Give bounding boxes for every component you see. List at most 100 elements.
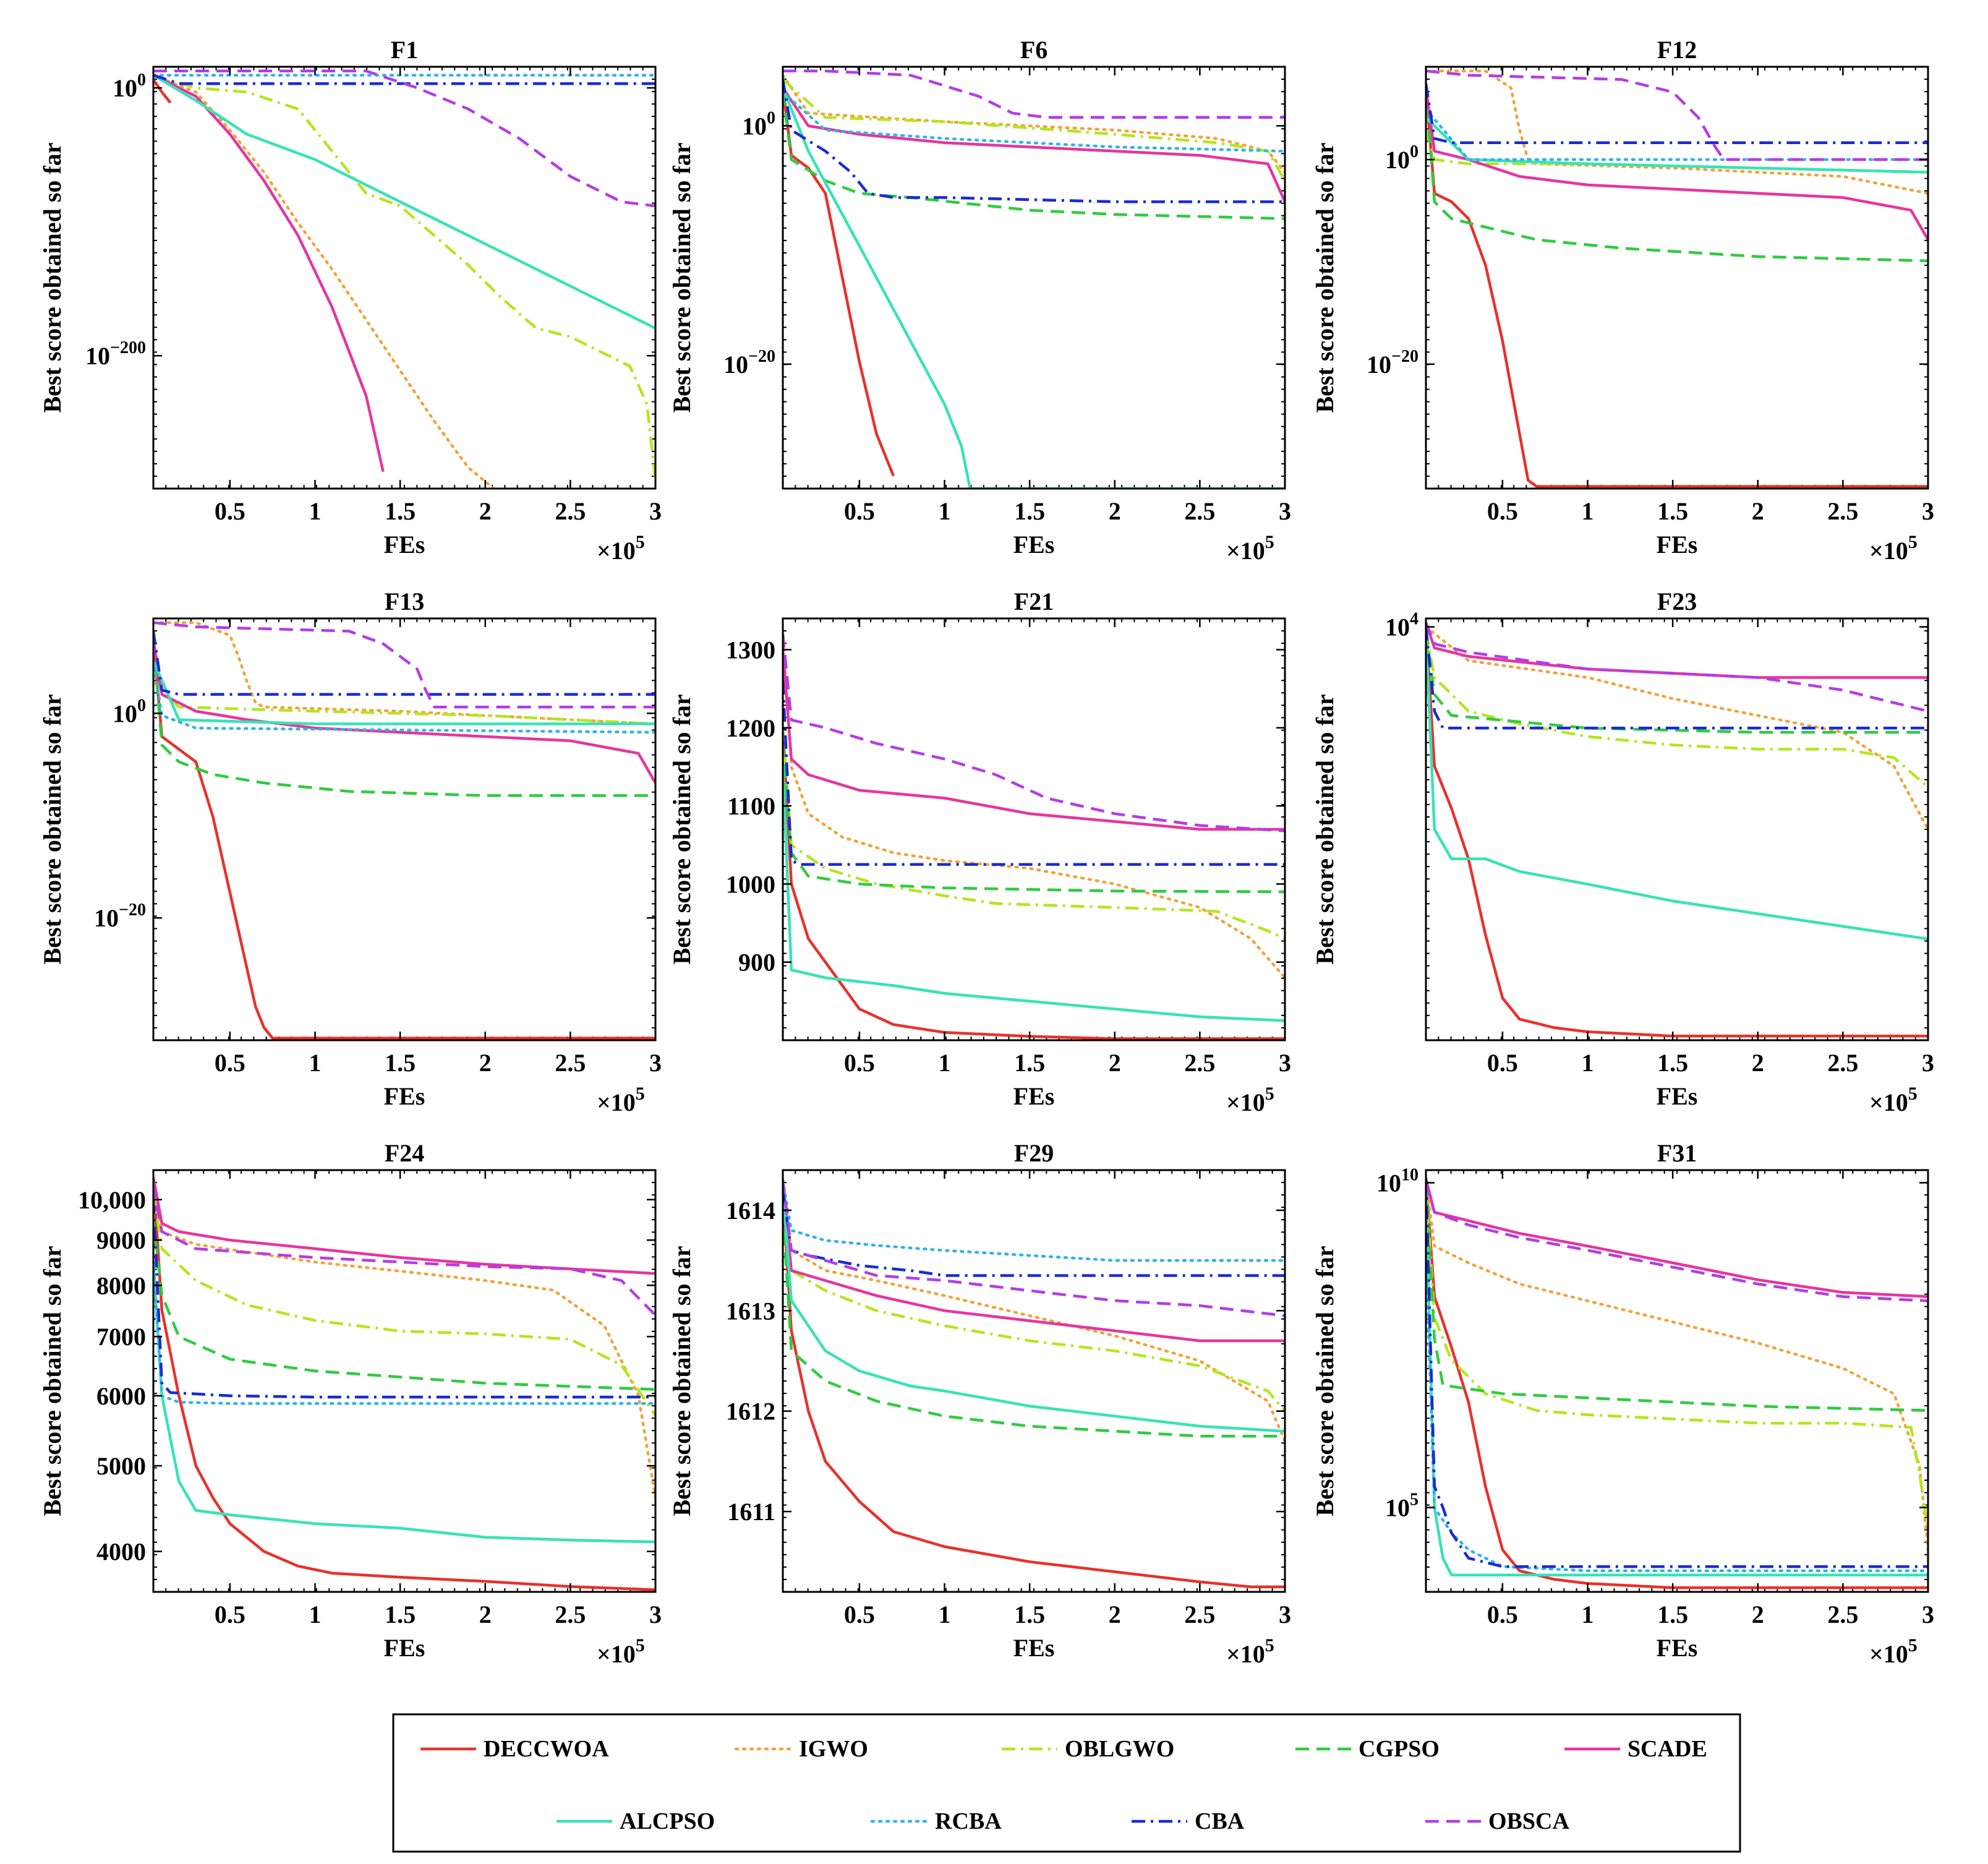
series-line-igwo <box>783 1178 1285 1443</box>
series-group <box>153 69 655 489</box>
x-multiplier-exponent: 5 <box>1908 1635 1918 1656</box>
series-group <box>783 633 1285 1040</box>
series-line-obsca <box>153 69 655 208</box>
x-tick-label: 2.5 <box>555 1049 586 1077</box>
series-line-rcba <box>1426 1253 1928 1573</box>
x-tick-label: 0.5 <box>215 1049 245 1077</box>
x-tick-label: 2 <box>1752 1601 1764 1628</box>
x-axis-label: FEs <box>1657 1082 1698 1110</box>
series-line-obsca <box>1426 622 1928 713</box>
x-multiplier: ×105 <box>597 532 645 565</box>
series-line-rcba <box>783 1178 1285 1262</box>
x-tick-label: 3 <box>1922 497 1934 525</box>
legend-item-deccwoa: DECCWOA <box>420 1736 609 1762</box>
panel-title: F6 <box>1020 36 1047 64</box>
panel-title: F23 <box>1657 588 1697 615</box>
series-line-alcpso <box>783 766 1285 1022</box>
series-line-oblgwo <box>153 74 655 481</box>
x-tick-label: 1.5 <box>1657 1601 1688 1628</box>
series-line-igwo <box>783 633 1285 980</box>
panel-title: F1 <box>391 36 418 64</box>
x-tick-label: 2.5 <box>1827 1601 1858 1628</box>
legend-label: OBLGWO <box>1065 1736 1174 1762</box>
x-tick-label: 3 <box>649 497 662 525</box>
y-tick-label: 100 <box>113 71 146 102</box>
x-multiplier: ×105 <box>1226 1084 1274 1116</box>
y-tick-label: 5000 <box>96 1452 146 1480</box>
x-axis-label: FEs <box>1657 531 1698 558</box>
series-line-rcba <box>783 90 1285 153</box>
series-line-obsca <box>783 69 1285 119</box>
x-tick-label: 2 <box>1109 1049 1121 1077</box>
series-line-cba <box>783 79 1285 203</box>
x-tick-label: 1 <box>1581 1601 1593 1628</box>
legend-item-igwo: IGWO <box>734 1736 868 1762</box>
y-tick-label: 900 <box>738 949 775 977</box>
y-axis-label: Best score obtained so far <box>668 695 696 965</box>
x-tick-label: 2.5 <box>1184 1601 1215 1628</box>
y-tick-label: 1613 <box>726 1297 775 1325</box>
series-line-deccwoa <box>783 87 895 477</box>
series-line-deccwoa <box>1426 87 1928 488</box>
x-tick-label: 2 <box>1109 1601 1121 1628</box>
plot-area <box>1426 1170 1928 1592</box>
series-line-obsca <box>1426 69 1928 161</box>
x-tick-label: 0.5 <box>215 497 245 525</box>
y-axis-label: Best score obtained so far <box>668 1246 696 1516</box>
plot-area <box>783 1170 1285 1592</box>
x-axis-label: FEs <box>1013 1082 1055 1110</box>
y-tick-label: 8000 <box>96 1272 146 1299</box>
x-tick-label: 0.5 <box>1487 1601 1518 1628</box>
y-tick-label: 1300 <box>726 636 775 664</box>
legend-label: ALCPSO <box>620 1808 715 1834</box>
y-tick-label: 10−200 <box>85 338 146 370</box>
legend-label: CGPSO <box>1359 1736 1440 1762</box>
panel-title: F12 <box>1657 36 1697 64</box>
x-tick-label: 2.5 <box>1827 497 1858 525</box>
series-line-oblgwo <box>783 727 1285 940</box>
series-line-deccwoa <box>783 727 1285 1040</box>
series-line-oblgwo <box>153 1192 655 1416</box>
panel-f29: F29 0.5 1 1.5 2 2.5 3 FEs ×105 Best score obtaine… <box>668 1139 1291 1668</box>
series-line-scade <box>153 74 385 472</box>
x-tick-label: 2.5 <box>1184 497 1215 525</box>
panel-f12: F12 0.5 1 1.5 2 2.5 3 FEs ×105 Best score obtaine… <box>1311 36 1934 565</box>
series-line-obsca <box>153 621 655 709</box>
x-tick-label: 2 <box>1752 1049 1764 1077</box>
x-axis-label: FEs <box>384 1082 425 1110</box>
y-tick-label: 1200 <box>726 714 775 742</box>
series-line-cgpso <box>783 1210 1285 1438</box>
series-line-cgpso <box>783 743 1285 894</box>
series-line-alcpso <box>153 74 655 330</box>
legend-item-alcpso: ALCPSO <box>557 1808 715 1834</box>
legend-label: OBSCA <box>1488 1808 1569 1834</box>
x-multiplier-exponent: 5 <box>636 532 645 552</box>
x-tick-label: 1.5 <box>1657 1049 1688 1077</box>
x-axis-label: FEs <box>384 531 425 558</box>
legend-label: CBA <box>1195 1808 1245 1834</box>
plot-frame <box>1425 617 1929 1041</box>
y-tick-label: 6000 <box>96 1382 146 1410</box>
x-tick-label: 0.5 <box>215 1601 245 1628</box>
series-line-cba <box>153 631 655 696</box>
legend-label: SCADE <box>1628 1736 1707 1762</box>
x-multiplier-exponent: 5 <box>636 1084 645 1104</box>
series-line-obsca <box>783 634 1285 832</box>
series-line-cgpso <box>1426 87 1928 262</box>
series-line-alcpso <box>153 1262 655 1544</box>
x-tick-label: 1 <box>309 1601 321 1628</box>
x-tick-label: 0.5 <box>1487 1049 1518 1077</box>
x-tick-label: 2 <box>479 497 492 525</box>
series-group <box>783 1178 1285 1589</box>
x-multiplier: ×105 <box>1226 1635 1274 1668</box>
x-tick-label: 0.5 <box>844 1601 875 1628</box>
y-tick-label: 100 <box>742 108 775 140</box>
x-axis-label: FEs <box>1013 1634 1055 1662</box>
series-line-cba <box>1426 83 1928 145</box>
x-multiplier-exponent: 5 <box>1908 532 1918 552</box>
y-tick-label: 1611 <box>727 1498 775 1526</box>
series-line-deccwoa <box>1426 1178 1928 1589</box>
x-multiplier: ×105 <box>597 1635 645 1668</box>
plot-frame <box>782 617 1286 1041</box>
x-tick-label: 1.5 <box>385 1601 416 1628</box>
